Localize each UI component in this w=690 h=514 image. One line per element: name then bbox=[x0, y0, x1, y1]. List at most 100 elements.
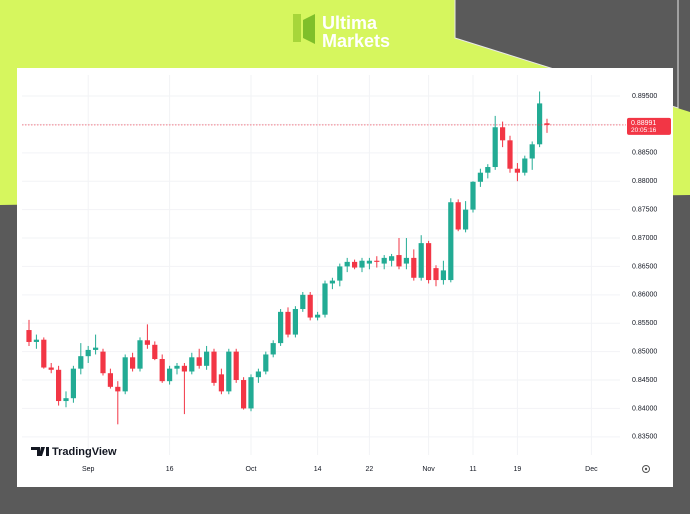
y-tick-label: 0.85000 bbox=[632, 348, 657, 355]
candle-body bbox=[477, 172, 483, 182]
candle-body bbox=[440, 270, 446, 281]
candle-body bbox=[241, 380, 247, 409]
candle-body bbox=[255, 371, 261, 378]
x-tick-label: Oct bbox=[246, 466, 257, 473]
candle-body bbox=[248, 377, 254, 409]
candle-body bbox=[270, 343, 276, 355]
candle-body bbox=[196, 357, 202, 366]
y-tick-label: 0.84000 bbox=[632, 405, 657, 412]
last-price-tag bbox=[627, 117, 671, 135]
candle-body bbox=[211, 351, 217, 383]
candle-body bbox=[278, 311, 284, 344]
candle-body bbox=[26, 330, 32, 342]
candle-body bbox=[85, 349, 91, 357]
x-tick-label: Dec bbox=[585, 466, 598, 473]
logo-mark bbox=[303, 14, 315, 44]
y-tick-label: 0.86500 bbox=[632, 263, 657, 270]
candle-body bbox=[315, 314, 321, 318]
candle-body bbox=[152, 344, 158, 360]
candle-body bbox=[300, 294, 306, 310]
candle-body bbox=[403, 257, 409, 264]
candle-body bbox=[329, 280, 335, 284]
candle-body bbox=[189, 357, 195, 372]
candle-body bbox=[359, 260, 365, 268]
candle-body bbox=[337, 266, 343, 281]
candle-body bbox=[41, 339, 47, 368]
candle-body bbox=[381, 257, 387, 264]
x-tick-label: 14 bbox=[314, 466, 322, 473]
candle-body bbox=[115, 386, 121, 392]
plot: 0.83500 0.84000 0.84500 0.85000 0.85500 0.860… bbox=[22, 75, 671, 473]
candle-body bbox=[70, 368, 76, 399]
candle-body bbox=[33, 339, 39, 342]
candle-body bbox=[233, 351, 239, 381]
candle-body bbox=[514, 168, 520, 173]
x-tick-label: 22 bbox=[366, 466, 374, 473]
candle-body bbox=[285, 311, 291, 335]
candle-body bbox=[470, 181, 476, 210]
candle-body bbox=[396, 255, 402, 267]
settings-gear-center bbox=[644, 467, 648, 471]
candle-body bbox=[167, 368, 173, 382]
x-tick-label: 16 bbox=[166, 466, 174, 473]
settings-icon[interactable] bbox=[642, 465, 650, 473]
x-tick-label: Nov bbox=[422, 466, 435, 473]
candle-body bbox=[226, 351, 232, 392]
candle-body bbox=[411, 257, 417, 278]
candle-body bbox=[500, 127, 506, 141]
last-price-label: 0.88991 bbox=[631, 120, 656, 127]
candle-body bbox=[463, 209, 469, 230]
candle-body bbox=[522, 158, 528, 173]
candle-body bbox=[507, 140, 513, 169]
candle-body bbox=[366, 260, 372, 264]
candle-body bbox=[107, 373, 113, 387]
brand-name: Ultima bbox=[322, 13, 378, 33]
brand-name: Markets bbox=[322, 31, 390, 51]
candle-body bbox=[455, 202, 461, 230]
y-tick-label: 0.89500 bbox=[632, 93, 657, 100]
logo: Ultima Markets bbox=[293, 13, 390, 51]
countdown: 20:05:16 bbox=[631, 127, 657, 134]
y-tick-label: 0.87000 bbox=[632, 235, 657, 242]
y-tick-label: 0.86000 bbox=[632, 292, 657, 299]
candle-body bbox=[374, 260, 380, 262]
candle-body bbox=[130, 357, 136, 369]
candle-body bbox=[144, 340, 150, 345]
x-tick-label: Sep bbox=[82, 466, 95, 473]
y-tick-label: 0.84500 bbox=[632, 377, 657, 384]
logo-mark bbox=[293, 14, 301, 42]
watermark-icon bbox=[31, 447, 49, 456]
candle-body bbox=[537, 103, 543, 145]
candle-body bbox=[492, 127, 498, 168]
candle-body bbox=[159, 359, 165, 382]
candle-body bbox=[204, 351, 210, 366]
candle-body bbox=[292, 309, 298, 335]
candle-body bbox=[322, 283, 328, 315]
settings-gear[interactable] bbox=[642, 465, 650, 473]
candle-body bbox=[93, 347, 99, 350]
candle-body bbox=[352, 261, 358, 268]
candle-body bbox=[426, 243, 432, 281]
y-tick-label: 0.83500 bbox=[632, 434, 657, 441]
y-tick-label: 0.88500 bbox=[632, 150, 657, 157]
watermark: TradingView bbox=[31, 446, 117, 458]
x-tick-label: 11 bbox=[469, 466, 476, 473]
y-tick-label: 0.88000 bbox=[632, 178, 657, 185]
candle-body bbox=[122, 357, 128, 392]
candle-body bbox=[418, 243, 424, 278]
candle-body bbox=[100, 351, 106, 374]
candle-body bbox=[137, 340, 143, 369]
candle-body bbox=[48, 367, 54, 370]
candle-body bbox=[174, 365, 180, 369]
watermark-text: TradingView bbox=[52, 446, 117, 458]
candle-body bbox=[56, 369, 62, 402]
candle-body bbox=[448, 202, 454, 281]
chart-panel bbox=[17, 68, 673, 487]
candle-body bbox=[529, 144, 535, 159]
candle-body bbox=[307, 294, 313, 318]
candle-body bbox=[181, 365, 187, 372]
candle-body bbox=[544, 123, 550, 125]
candle-body bbox=[344, 261, 350, 267]
